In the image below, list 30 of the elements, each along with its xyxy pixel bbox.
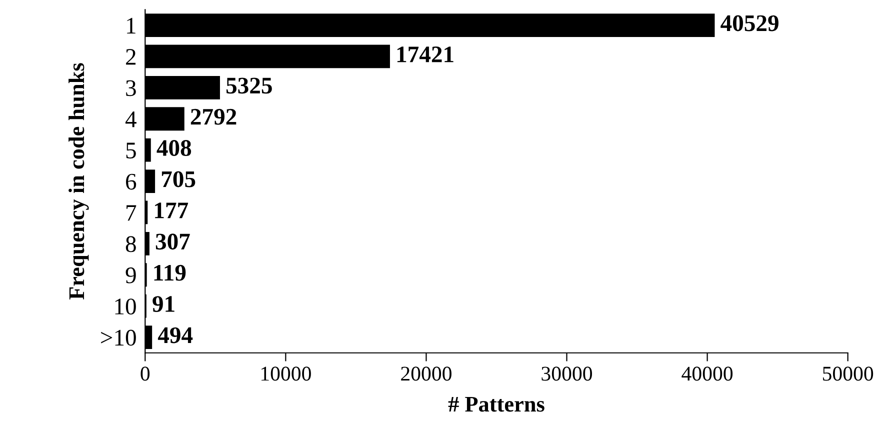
y-tick-label: 5 <box>126 142 136 159</box>
y-axis-title: Frequency in code hunks <box>68 63 89 300</box>
y-tick-label: 2 <box>126 49 136 65</box>
data-label: 17421 <box>397 46 454 62</box>
data-label: 177 <box>155 202 188 218</box>
data-label: 119 <box>154 264 186 281</box>
x-tick-label: 10000 <box>261 366 311 381</box>
data-label: 5325 <box>226 78 272 94</box>
x-tick-label: 40000 <box>682 366 733 381</box>
y-tick-label: >10 <box>101 330 136 346</box>
data-label: 2792 <box>190 108 236 125</box>
x-tick-label: 50000 <box>823 366 874 381</box>
data-label: 307 <box>156 234 190 250</box>
data-label: 91 <box>152 296 174 312</box>
data-label: 494 <box>158 327 193 344</box>
x-axis-title: # Patterns <box>448 396 544 412</box>
y-tick-label: 3 <box>126 80 136 96</box>
data-label: 705 <box>162 171 196 188</box>
y-tick-label: 1 <box>127 18 136 34</box>
y-tick-label: 4 <box>125 112 136 128</box>
y-tick-label: 10 <box>115 298 136 315</box>
y-tick-label: 6 <box>126 174 136 190</box>
x-tick-label: 20000 <box>401 366 452 381</box>
data-label: 408 <box>156 140 192 156</box>
y-tick-label: 7 <box>126 205 136 221</box>
y-tick-label: 8 <box>126 236 136 252</box>
x-tick-label: 30000 <box>542 366 592 381</box>
y-tick-label: 9 <box>126 267 136 284</box>
data-label: 40529 <box>720 15 778 32</box>
x-tick-label: 0 <box>140 366 150 381</box>
